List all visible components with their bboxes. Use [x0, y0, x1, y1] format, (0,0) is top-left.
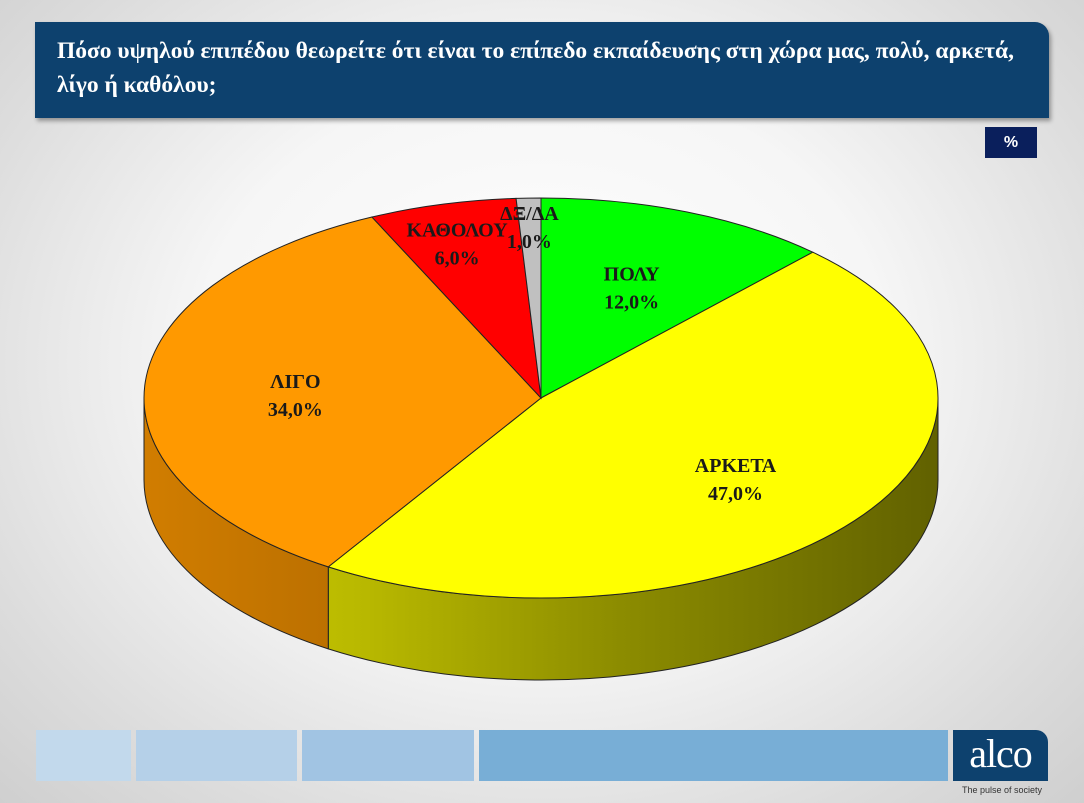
pie-tops [143, 197, 939, 599]
slice-1 [327, 251, 939, 599]
slice-value-4: 1,0% [507, 231, 552, 253]
slice-2 [143, 216, 542, 568]
slice-4 [515, 197, 542, 399]
slice-label-3: ΚΑΘΟΛΟΥ [407, 219, 509, 241]
footer-bar-2 [136, 730, 297, 781]
pie-labels: ΠΟΛΥ 12,0% ΑΡΚΕΤΑ 47,0% ΛΙΓΟ 34,0% ΚΑΘΟΛΟΥ 6,0%… [268, 203, 777, 505]
chart-title: Πόσο υψηλού επιπέδου θεωρείτε ότι είναι … [57, 38, 1014, 98]
logo-text: alco [969, 730, 1033, 776]
footer-bar-4 [479, 730, 948, 781]
slice-label-1: ΑΡΚΕΤΑ [695, 455, 777, 477]
unit-badge: % [985, 127, 1037, 158]
slice-0 [540, 197, 814, 399]
title-bar: Πόσο υψηλού επιπέδου θεωρείτε ότι είναι … [35, 22, 1049, 118]
slice-value-3: 6,0% [435, 247, 480, 269]
slice-label-4: ΔΞ/ΔΑ [500, 203, 559, 225]
slice-3 [371, 197, 542, 400]
slice-value-0: 12,0% [604, 292, 659, 314]
slice-label-2: ΛΙΓΟ [270, 371, 320, 393]
slice-label-0: ΠΟΛΥ [604, 264, 660, 286]
logo-tagline: The pulse of society [962, 785, 1043, 795]
footer-bar-1 [36, 730, 131, 781]
slice-value-2: 34,0% [268, 399, 323, 421]
footer-bar-3 [302, 730, 474, 781]
slice-value-1: 47,0% [708, 483, 763, 505]
alco-logo: alco [953, 730, 1048, 781]
